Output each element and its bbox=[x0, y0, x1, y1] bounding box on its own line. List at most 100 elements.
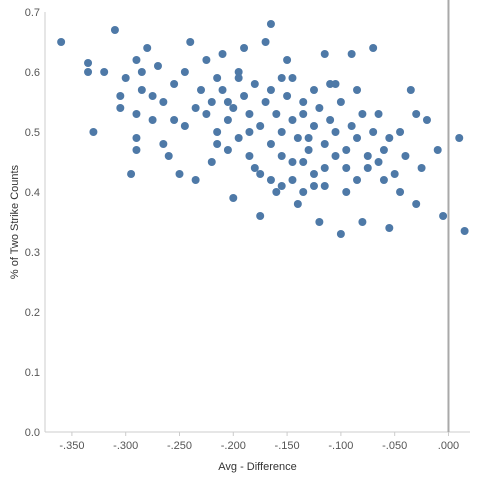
data-point bbox=[293, 200, 302, 208]
x-tick-label: -.150 bbox=[275, 440, 300, 452]
x-tick-label: -.350 bbox=[59, 440, 84, 452]
data-point bbox=[148, 116, 157, 124]
data-point bbox=[137, 68, 146, 76]
data-point bbox=[256, 170, 265, 178]
data-point bbox=[342, 146, 351, 154]
data-point bbox=[132, 146, 141, 154]
data-point bbox=[347, 50, 356, 58]
data-point bbox=[455, 134, 464, 142]
data-point bbox=[288, 158, 297, 166]
x-tick-label: -.250 bbox=[167, 440, 192, 452]
x-axis: -.350 -.300 -.250 -.200 -.150 -.100 -.050 .000 bbox=[45, 431, 470, 452]
data-point bbox=[433, 146, 442, 154]
data-point bbox=[309, 86, 318, 94]
data-point bbox=[299, 110, 308, 118]
data-point bbox=[385, 224, 394, 232]
data-point bbox=[89, 128, 98, 136]
data-point bbox=[197, 86, 206, 94]
data-point bbox=[336, 98, 345, 106]
data-point bbox=[127, 170, 136, 178]
data-point bbox=[412, 110, 421, 118]
data-point bbox=[293, 134, 302, 142]
data-point bbox=[326, 116, 335, 124]
data-point bbox=[186, 38, 195, 46]
y-tick-label: 0.1 bbox=[25, 367, 40, 379]
data-point bbox=[347, 122, 356, 130]
data-point bbox=[202, 110, 211, 118]
data-point bbox=[374, 110, 383, 118]
data-point bbox=[320, 182, 329, 190]
data-point bbox=[159, 140, 168, 148]
y-tick-label: 0.7 bbox=[25, 7, 40, 19]
data-point bbox=[412, 200, 421, 208]
data-point bbox=[288, 74, 297, 82]
data-point bbox=[315, 104, 324, 112]
x-tick-label: -.100 bbox=[328, 440, 353, 452]
data-point bbox=[417, 164, 426, 172]
data-point bbox=[266, 140, 275, 148]
data-point bbox=[277, 152, 286, 160]
y-tick-label: 0.6 bbox=[25, 67, 40, 79]
data-point bbox=[218, 50, 227, 58]
data-point bbox=[159, 98, 168, 106]
data-point bbox=[218, 86, 227, 94]
data-point bbox=[180, 122, 189, 130]
data-point bbox=[342, 188, 351, 196]
data-point bbox=[342, 164, 351, 172]
data-point bbox=[213, 140, 222, 148]
data-point bbox=[277, 128, 286, 136]
data-point bbox=[266, 86, 275, 94]
data-point bbox=[315, 218, 324, 226]
data-point bbox=[460, 227, 469, 235]
data-point bbox=[256, 122, 265, 130]
data-point bbox=[358, 110, 367, 118]
data-point bbox=[320, 50, 329, 58]
data-point bbox=[358, 218, 367, 226]
data-point bbox=[84, 59, 93, 67]
data-point bbox=[439, 212, 448, 220]
data-point bbox=[353, 86, 362, 94]
data-point bbox=[406, 86, 415, 94]
data-point bbox=[191, 176, 200, 184]
data-point bbox=[261, 98, 270, 106]
data-point bbox=[175, 170, 184, 178]
data-point bbox=[234, 68, 243, 76]
data-point bbox=[207, 98, 216, 106]
data-point bbox=[396, 188, 405, 196]
data-point bbox=[245, 128, 254, 136]
data-point bbox=[336, 230, 345, 238]
y-tick-label: 0.5 bbox=[25, 127, 40, 139]
data-point bbox=[272, 110, 281, 118]
x-tick-label: -.300 bbox=[113, 440, 138, 452]
data-point bbox=[132, 110, 141, 118]
data-point bbox=[245, 152, 254, 160]
data-point bbox=[396, 128, 405, 136]
data-point bbox=[353, 134, 362, 142]
data-point bbox=[132, 56, 141, 64]
data-point bbox=[288, 116, 297, 124]
data-point bbox=[401, 152, 410, 160]
data-point bbox=[379, 176, 388, 184]
data-point bbox=[385, 134, 394, 142]
data-point bbox=[256, 212, 265, 220]
data-point bbox=[110, 26, 119, 34]
data-point bbox=[229, 104, 238, 112]
data-points bbox=[57, 20, 469, 238]
data-point bbox=[379, 146, 388, 154]
data-point bbox=[207, 158, 216, 166]
data-point bbox=[390, 170, 399, 178]
data-point bbox=[266, 20, 275, 28]
y-axis-title: % of Two Strike Counts bbox=[9, 164, 21, 279]
data-point bbox=[180, 68, 189, 76]
data-point bbox=[309, 170, 318, 178]
data-point bbox=[240, 44, 249, 52]
data-point bbox=[320, 164, 329, 172]
data-point bbox=[309, 182, 318, 190]
data-point bbox=[223, 116, 232, 124]
data-point bbox=[116, 92, 125, 100]
data-point bbox=[266, 176, 275, 184]
data-point bbox=[299, 188, 308, 196]
y-axis: 0.0 0.1 0.2 0.3 0.4 0.5 0.6 0.7 bbox=[25, 7, 46, 439]
y-tick-label: 0.4 bbox=[25, 187, 40, 199]
data-point bbox=[299, 98, 308, 106]
